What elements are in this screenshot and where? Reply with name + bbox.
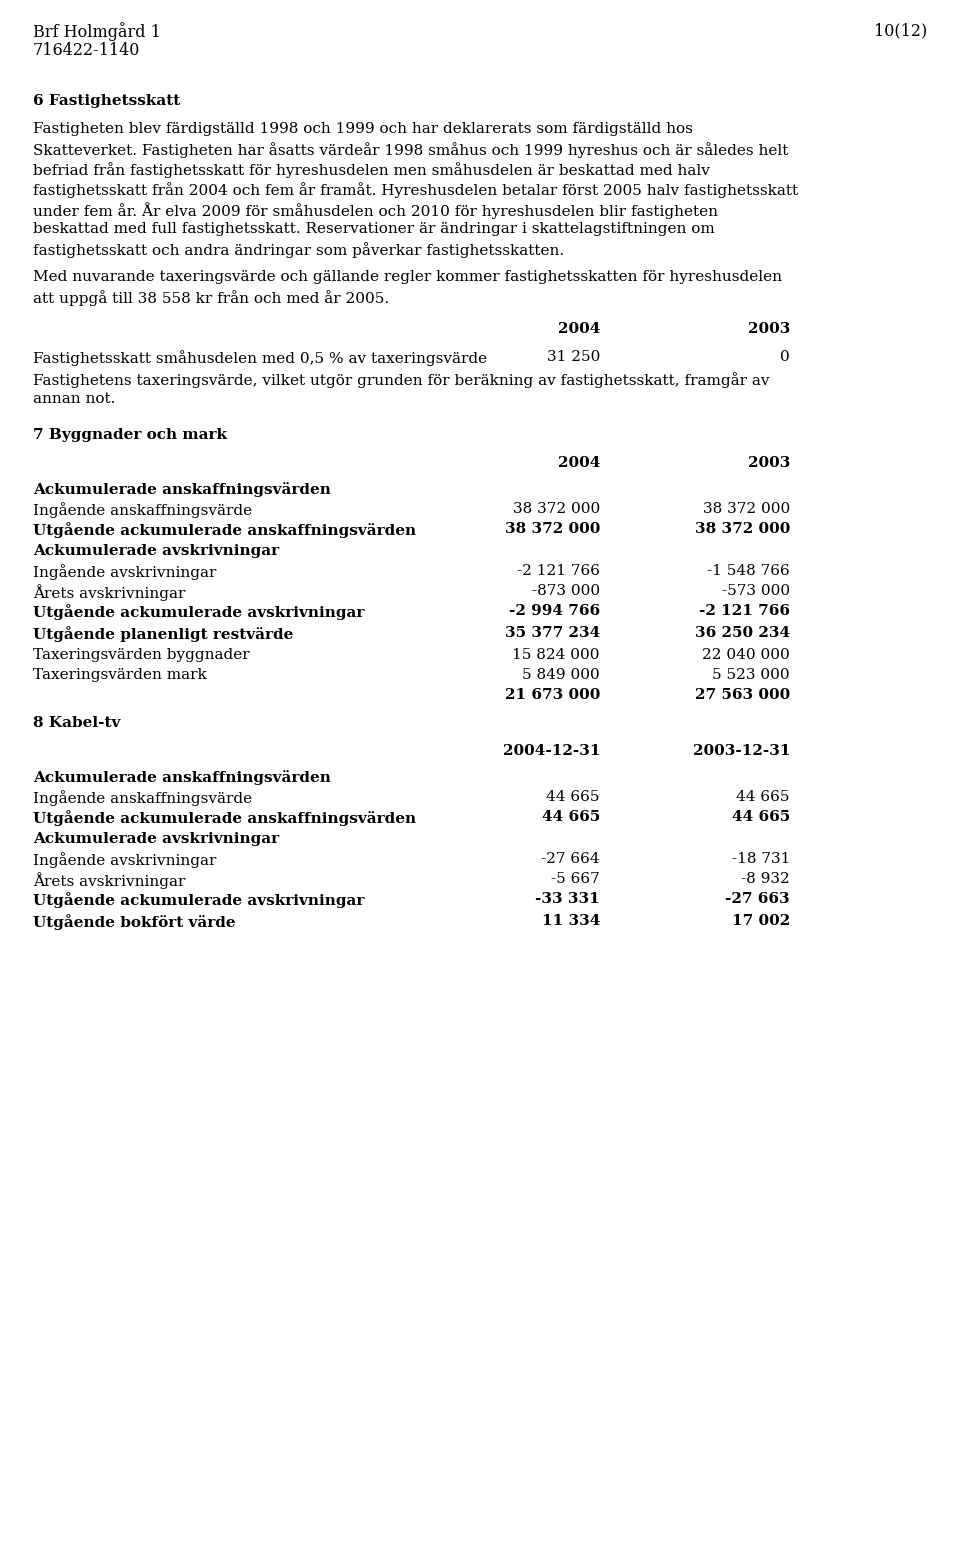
Text: 44 665: 44 665	[732, 810, 790, 823]
Text: 8 Kabel-tv: 8 Kabel-tv	[33, 715, 120, 729]
Text: Fastigheten blev färdigställd 1998 och 1999 och har deklarerats som färdigställd: Fastigheten blev färdigställd 1998 och 1…	[33, 122, 693, 136]
Text: 38 372 000: 38 372 000	[703, 503, 790, 517]
Text: 716422-1140: 716422-1140	[33, 42, 140, 59]
Text: 38 372 000: 38 372 000	[513, 503, 600, 517]
Text: -18 731: -18 731	[732, 853, 790, 867]
Text: 2004: 2004	[558, 322, 600, 336]
Text: 27 563 000: 27 563 000	[695, 688, 790, 702]
Text: -2 994 766: -2 994 766	[509, 604, 600, 618]
Text: -2 121 766: -2 121 766	[699, 604, 790, 618]
Text: 11 334: 11 334	[541, 914, 600, 928]
Text: Ackumulerade anskaffningsvärden: Ackumulerade anskaffningsvärden	[33, 769, 331, 785]
Text: 2004-12-31: 2004-12-31	[502, 743, 600, 759]
Text: -2 121 766: -2 121 766	[517, 564, 600, 578]
Text: Ingående avskrivningar: Ingående avskrivningar	[33, 853, 216, 868]
Text: Taxeringsvärden mark: Taxeringsvärden mark	[33, 668, 206, 682]
Text: -27 663: -27 663	[726, 891, 790, 907]
Text: Ackumulerade avskrivningar: Ackumulerade avskrivningar	[33, 544, 279, 558]
Text: 6 Fastighetsskatt: 6 Fastighetsskatt	[33, 94, 180, 108]
Text: 2003-12-31: 2003-12-31	[692, 743, 790, 759]
Text: Ingående anskaffningsvärde: Ingående anskaffningsvärde	[33, 790, 252, 806]
Text: 0: 0	[780, 350, 790, 364]
Text: 15 824 000: 15 824 000	[513, 648, 600, 662]
Text: Utgående planenligt restvärde: Utgående planenligt restvärde	[33, 626, 294, 641]
Text: -27 664: -27 664	[541, 853, 600, 867]
Text: Fastighetens taxeringsvärde, vilket utgör grunden för beräkning av fastighetsska: Fastighetens taxeringsvärde, vilket utgö…	[33, 372, 770, 389]
Text: fastighetsskatt och andra ändringar som påverkar fastighetsskatten.: fastighetsskatt och andra ändringar som …	[33, 242, 564, 258]
Text: 21 673 000: 21 673 000	[505, 688, 600, 702]
Text: Utgående ackumulerade avskrivningar: Utgående ackumulerade avskrivningar	[33, 604, 365, 620]
Text: 7 Byggnader och mark: 7 Byggnader och mark	[33, 429, 227, 443]
Text: 38 372 000: 38 372 000	[695, 523, 790, 537]
Text: -33 331: -33 331	[536, 891, 600, 907]
Text: 5 523 000: 5 523 000	[712, 668, 790, 682]
Text: 44 665: 44 665	[541, 810, 600, 823]
Text: -873 000: -873 000	[532, 584, 600, 598]
Text: under fem år. År elva 2009 för småhusdelen och 2010 för hyreshusdelen blir fasti: under fem år. År elva 2009 för småhusdel…	[33, 202, 718, 219]
Text: 38 372 000: 38 372 000	[505, 523, 600, 537]
Text: att uppgå till 38 558 kr från och med år 2005.: att uppgå till 38 558 kr från och med år…	[33, 290, 389, 305]
Text: Skatteverket. Fastigheten har åsatts värdeår 1998 småhus och 1999 hyreshus och ä: Skatteverket. Fastigheten har åsatts vär…	[33, 142, 788, 157]
Text: 10(12): 10(12)	[874, 22, 927, 39]
Text: 35 377 234: 35 377 234	[505, 626, 600, 640]
Text: annan not.: annan not.	[33, 392, 115, 406]
Text: 22 040 000: 22 040 000	[703, 648, 790, 662]
Text: fastighetsskatt från 2004 och fem år framåt. Hyreshusdelen betalar först 2005 ha: fastighetsskatt från 2004 och fem år fra…	[33, 182, 798, 197]
Text: Ackumulerade avskrivningar: Ackumulerade avskrivningar	[33, 833, 279, 847]
Text: Ingående anskaffningsvärde: Ingående anskaffningsvärde	[33, 503, 252, 518]
Text: befriad från fastighetsskatt för hyreshusdelen men småhusdelen är beskattad med : befriad från fastighetsskatt för hyreshu…	[33, 162, 709, 177]
Text: Årets avskrivningar: Årets avskrivningar	[33, 584, 185, 601]
Text: 36 250 234: 36 250 234	[695, 626, 790, 640]
Text: 31 250: 31 250	[546, 350, 600, 364]
Text: Brf Holmgård 1: Brf Holmgård 1	[33, 22, 161, 42]
Text: Utgående ackumulerade avskrivningar: Utgående ackumulerade avskrivningar	[33, 891, 365, 908]
Text: -573 000: -573 000	[722, 584, 790, 598]
Text: Utgående ackumulerade anskaffningsvärden: Utgående ackumulerade anskaffningsvärden	[33, 523, 416, 538]
Text: -8 932: -8 932	[741, 871, 790, 887]
Text: Fastighetsskatt småhusdelen med 0,5 % av taxeringsvärde: Fastighetsskatt småhusdelen med 0,5 % av…	[33, 350, 487, 365]
Text: Utgående bokfört värde: Utgående bokfört värde	[33, 914, 235, 930]
Text: 5 849 000: 5 849 000	[522, 668, 600, 682]
Text: Utgående ackumulerade anskaffningsvärden: Utgående ackumulerade anskaffningsvärden	[33, 810, 416, 827]
Text: 44 665: 44 665	[546, 790, 600, 803]
Text: 2003: 2003	[748, 322, 790, 336]
Text: 2003: 2003	[748, 456, 790, 470]
Text: 44 665: 44 665	[736, 790, 790, 803]
Text: beskattad med full fastighetsskatt. Reservationer är ändringar i skattelagstiftn: beskattad med full fastighetsskatt. Rese…	[33, 222, 715, 236]
Text: 17 002: 17 002	[732, 914, 790, 928]
Text: Ackumulerade anskaffningsvärden: Ackumulerade anskaffningsvärden	[33, 483, 331, 497]
Text: Årets avskrivningar: Årets avskrivningar	[33, 871, 185, 888]
Text: -5 667: -5 667	[551, 871, 600, 887]
Text: Taxeringsvärden byggnader: Taxeringsvärden byggnader	[33, 648, 250, 662]
Text: Med nuvarande taxeringsvärde och gällande regler kommer fastighetsskatten för hy: Med nuvarande taxeringsvärde och gälland…	[33, 270, 782, 284]
Text: -1 548 766: -1 548 766	[708, 564, 790, 578]
Text: 2004: 2004	[558, 456, 600, 470]
Text: Ingående avskrivningar: Ingående avskrivningar	[33, 564, 216, 580]
